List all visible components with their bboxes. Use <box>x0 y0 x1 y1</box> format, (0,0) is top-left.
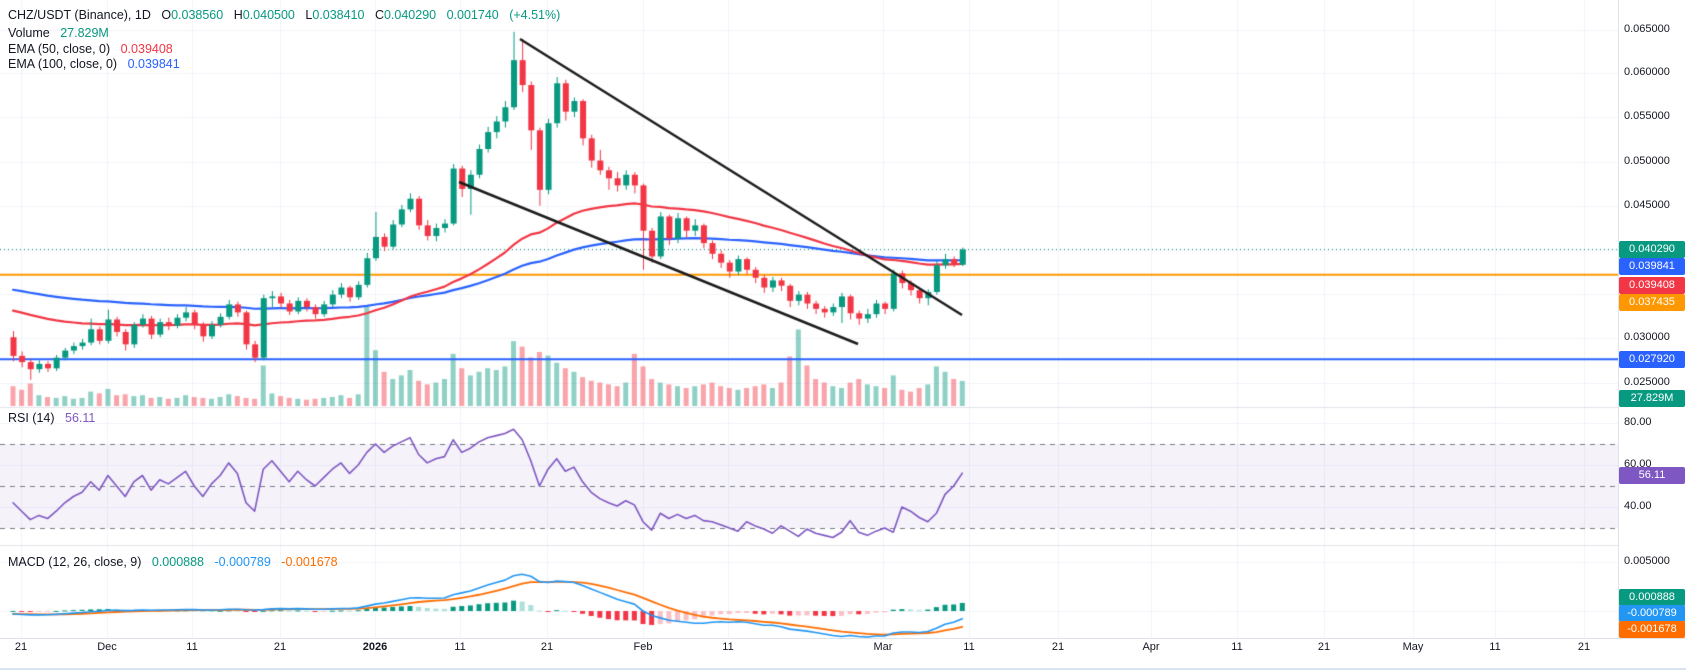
volume-legend-row[interactable]: Volume 27.829M <box>8 26 116 40</box>
macd-line-value: -0.000789 <box>214 555 271 569</box>
ohlc-open: O0.038560 <box>161 8 224 22</box>
rsi-label: RSI (14) <box>8 411 55 425</box>
macd-axis-label: 0.005000 <box>1624 555 1670 567</box>
macd-signal-value: -0.001678 <box>281 555 338 569</box>
rsi-value: 56.11 <box>65 411 96 425</box>
price-axis[interactable] <box>1618 0 1686 638</box>
time-axis-label: 21 <box>14 641 28 653</box>
rsi-legend-row[interactable]: RSI (14) 56.11 <box>8 411 102 425</box>
ohlc-high: H0.040500 <box>233 8 295 22</box>
volume-label: Volume <box>8 26 50 40</box>
ema100-label: EMA (100, close, 0) <box>8 57 118 71</box>
ema50-legend-row[interactable]: EMA (50, close, 0) 0.039408 <box>8 42 180 56</box>
ema100-badge: 0.039841 <box>1619 257 1685 275</box>
macd-line-badge: -0.000789 <box>1619 604 1685 622</box>
time-axis-label: May <box>1402 641 1424 653</box>
volume-badge: 27.829M <box>1619 389 1685 407</box>
symbol-legend-row[interactable]: CHZ/USDT (Binance), 1D O0.038560 H0.0405… <box>8 8 567 22</box>
time-axis-label: Mar <box>873 641 893 653</box>
time-axis-label: 11 <box>1489 641 1501 653</box>
ema50-label: EMA (50, close, 0) <box>8 42 111 56</box>
price-axis-label: 0.060000 <box>1624 66 1670 78</box>
time-axis-label: Dec <box>97 641 117 653</box>
blue-level-badge: 0.027920 <box>1619 350 1685 368</box>
time-axis-label: 11 <box>454 641 466 653</box>
window-bottom-edge <box>0 668 1686 670</box>
ohlc-low: L0.038410 <box>305 8 365 22</box>
time-axis-label: 21 <box>1051 641 1065 653</box>
change-pct: (+4.51%) <box>509 8 561 22</box>
time-axis-label: 11 <box>722 641 734 653</box>
macd-hist-badge: 0.000888 <box>1619 588 1685 606</box>
macd-label: MACD (12, 26, close, 9) <box>8 555 142 569</box>
price-axis-label: 0.030000 <box>1624 331 1670 343</box>
rsi-badge: 56.11 <box>1619 466 1685 484</box>
price-axis-label: 0.045000 <box>1624 199 1670 211</box>
time-axis-label: 21 <box>540 641 554 653</box>
ema100-legend-row[interactable]: EMA (100, close, 0) 0.039841 <box>8 57 187 71</box>
rsi-axis-label: 40.00 <box>1624 500 1652 512</box>
time-axis-label: 21 <box>1317 641 1331 653</box>
time-axis-label: Feb <box>633 641 653 653</box>
last-price-badge: 0.040290 <box>1619 240 1685 258</box>
orange-level-badge: 0.037435 <box>1619 293 1685 311</box>
price-axis-label: 0.050000 <box>1624 155 1670 167</box>
ohlc-close: C0.040290 <box>374 8 437 22</box>
ema100-value: 0.039841 <box>127 57 180 71</box>
macd-signal-badge: -0.001678 <box>1619 620 1685 638</box>
time-axis-label: 2026 <box>362 641 388 653</box>
change-abs: 0.001740 <box>446 8 499 22</box>
time-axis-label: 11 <box>963 641 975 653</box>
time-axis-label: 11 <box>186 641 198 653</box>
price-axis-label: 0.025000 <box>1624 376 1670 388</box>
time-axis-label: 21 <box>273 641 287 653</box>
macd-hist-value: 0.000888 <box>151 555 205 569</box>
time-axis[interactable] <box>0 638 1686 670</box>
ema50-value: 0.039408 <box>120 42 173 56</box>
time-axis-label: Apr <box>1142 641 1160 653</box>
time-axis-label: 21 <box>1577 641 1591 653</box>
macd-legend-row[interactable]: MACD (12, 26, close, 9) 0.000888 -0.0007… <box>8 555 345 569</box>
volume-value: 27.829M <box>60 26 109 40</box>
rsi-axis-label: 80.00 <box>1624 416 1652 428</box>
time-axis-label: 11 <box>1231 641 1243 653</box>
ema50-badge: 0.039408 <box>1619 276 1685 294</box>
price-axis-label: 0.055000 <box>1624 110 1670 122</box>
symbol-title: CHZ/USDT (Binance), 1D <box>8 8 151 22</box>
price-axis-label: 0.065000 <box>1624 23 1670 35</box>
